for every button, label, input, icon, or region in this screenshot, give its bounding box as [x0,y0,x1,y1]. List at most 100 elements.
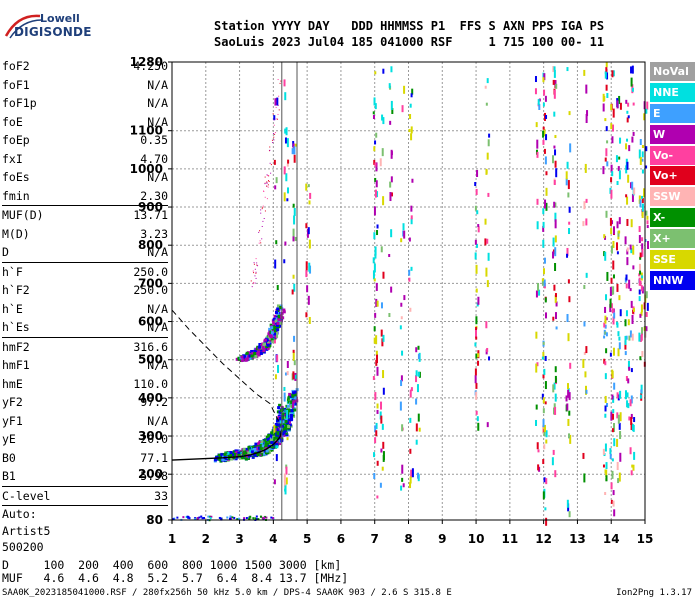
echo-point [278,403,282,407]
echo-point [625,376,628,382]
echo-point [541,356,544,360]
echo-point [631,464,634,468]
echo-point [270,331,274,335]
param-row: h`F 250.0 [2,263,168,282]
param-value: 4.70 [140,151,168,166]
auto-line: Auto: [2,507,37,521]
echo-point [411,468,414,478]
echo-point [264,183,266,185]
echo-point [275,445,279,449]
echo-point [234,453,238,457]
echo-point [261,444,265,448]
echo-point [610,411,613,421]
echo-point [275,177,278,184]
echo-point [376,403,379,409]
echo-point [293,154,296,163]
echo-point [287,187,290,194]
echo-point [294,143,297,147]
echo-point [611,171,614,177]
echo-point [604,443,607,452]
echo-point [566,314,569,323]
echo-point [619,309,622,317]
echo-point [280,424,284,428]
echo-point [613,438,616,447]
echo-point [271,139,273,141]
echo-point [390,176,393,183]
echo-point [583,321,586,327]
echo-point [274,133,276,135]
echo-point [610,104,613,111]
echo-point [196,517,199,520]
echo-point [639,356,642,361]
echo-point [276,331,279,338]
echo-point [260,242,262,244]
echo-point [568,206,571,213]
echo-point [639,313,642,318]
echo-point [610,482,613,490]
echo-point [270,441,274,445]
echo-point [641,248,644,257]
echo-point [260,343,264,347]
echo-point [255,517,258,520]
echo-point [376,366,379,376]
param-value: 97.2 [140,395,168,409]
param-name: yF2 [2,395,23,409]
echo-point [241,449,245,453]
echo-point [379,482,382,488]
echo-point [250,354,254,358]
echo-point [261,208,263,210]
echo-point [568,228,571,235]
lowell-digisonde-logo: Lowell DIGISONDE [4,10,114,42]
echo-point [554,160,557,168]
echo-point [266,174,268,176]
echo-point [618,422,621,430]
echo-point [641,351,644,358]
echo-point [293,393,297,397]
echo-point [605,317,608,321]
echo-point [567,279,570,284]
echo-point [553,66,556,71]
echo-point [410,387,413,392]
echo-point [274,259,277,269]
echo-point [612,124,615,132]
echo-point [568,511,571,518]
echo-point [477,224,480,228]
echo-point [276,307,280,311]
echo-point [630,300,633,308]
echo-point [220,517,223,520]
echo-point [543,89,546,96]
echo-point [373,232,376,240]
echo-point [568,296,571,303]
param-name: D [2,245,9,259]
echo-point [264,176,266,178]
echo-point [553,407,556,415]
echo-point [250,450,254,454]
echo-point [268,181,270,183]
param-value: 3.23 [140,226,168,241]
echo-point [552,79,555,85]
echo-point [610,303,613,309]
param-name: B1 [2,469,16,483]
echo-point [618,342,621,350]
param-name: h`E [2,301,23,316]
echo-point [285,129,288,134]
echo-point [275,433,279,437]
param-name: M(D) [2,226,30,241]
echo-point [266,198,268,200]
echo-point [293,396,297,400]
echo-point [373,326,376,332]
echo-point [535,419,538,426]
echo-point [292,371,295,380]
echo-point [612,413,615,420]
echo-point [283,480,286,488]
echo-point [252,283,254,285]
echo-point [554,262,557,271]
y-tick-label: 400 [138,391,163,405]
echo-point [272,142,274,144]
echo-point [237,453,241,457]
echo-point [645,165,648,169]
echo-point [235,450,239,454]
echo-point [641,169,644,174]
echo-point [276,328,280,332]
echo-point [604,251,607,261]
